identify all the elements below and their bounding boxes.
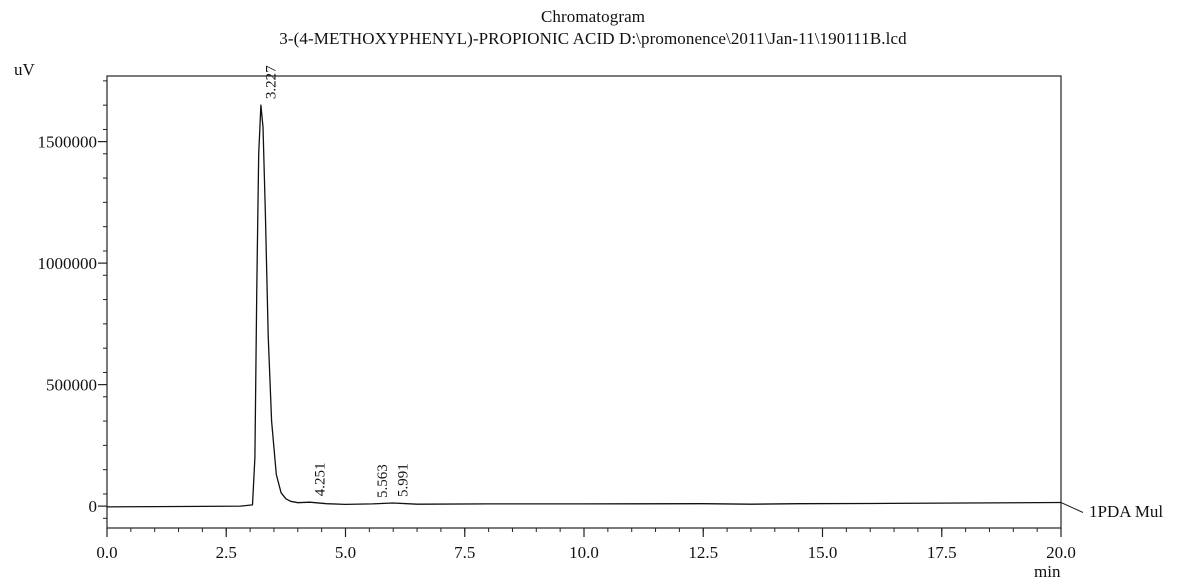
plot-frame <box>106 75 1062 529</box>
peak-label: 4.251 <box>312 462 328 496</box>
chart-subtitle: 3-(4-METHOXYPHENYL)-PROPIONIC ACID D:\pr… <box>279 29 907 48</box>
series-line <box>106 104 1062 508</box>
peak-label: 5.991 <box>395 463 411 497</box>
series-label: 1PDA Mul <box>1089 502 1164 521</box>
y-axis-label: uV <box>14 60 35 79</box>
x-axis-label: min <box>1034 562 1061 581</box>
x-tick-label: 5.0 <box>335 543 356 562</box>
x-tick-label: 15.0 <box>808 543 838 562</box>
x-tick-label: 12.5 <box>688 543 718 562</box>
peak-label: 3.227 <box>264 65 280 99</box>
y-tick-label: 1000000 <box>38 254 98 273</box>
x-tick-label: 20.0 <box>1046 543 1076 562</box>
y-tick-label: 0 <box>89 497 98 516</box>
series-label-leader <box>1060 502 1084 513</box>
x-tick-label: 7.5 <box>454 543 475 562</box>
x-tick-label: 17.5 <box>927 543 957 562</box>
y-tick-label: 1500000 <box>38 133 98 152</box>
x-tick-label: 10.0 <box>569 543 599 562</box>
chart-title: Chromatogram <box>540 7 646 26</box>
y-tick-label: 500000 <box>46 376 97 395</box>
x-tick-label: 0.0 <box>96 543 117 562</box>
x-tick-label: 2.5 <box>216 543 237 562</box>
peak-label: 5.563 <box>375 464 391 498</box>
